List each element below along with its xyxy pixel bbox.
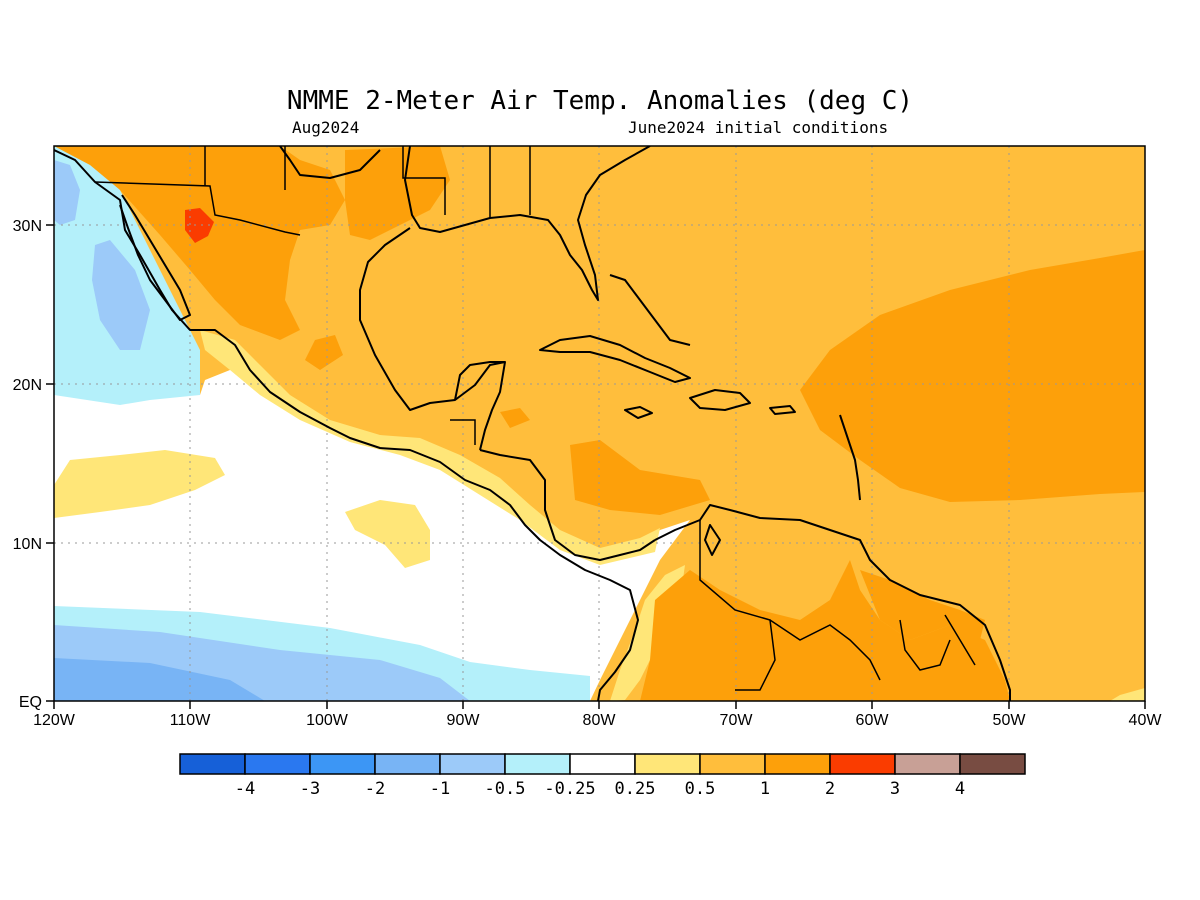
pacific-moderate-negative-nw: [54, 160, 80, 225]
colorbar-swatch: [374, 753, 441, 775]
mexico-interior-warm: [305, 335, 343, 370]
pacific-strong-negative-south: [54, 658, 265, 701]
colorbar-label: 0.5: [685, 779, 716, 799]
colorbar-label: -0.25: [544, 779, 595, 799]
lat-label: EQ: [19, 694, 42, 711]
us-southwest-warm: [54, 146, 345, 340]
lon-label: 110W: [170, 712, 212, 729]
colorbar-swatch: [699, 753, 766, 775]
lon-label: 40W: [1129, 712, 1163, 729]
longitude-labels: 120W 110W 100W 90W 80W 70W 60W 50W 40W: [33, 712, 1162, 729]
lon-label: 60W: [856, 712, 890, 729]
latitude-labels: 30N 20N 10N EQ: [13, 218, 42, 711]
colorbar-label: 0.25: [615, 779, 656, 799]
lon-label: 100W: [306, 712, 349, 729]
yucatan-warm-spot: [500, 408, 530, 428]
colorbar-swatch: [309, 753, 376, 775]
pacific-weak-positive-center: [345, 500, 430, 568]
colorbar-swatch: [439, 753, 506, 775]
lat-label: 20N: [13, 377, 42, 394]
colorbar-swatch: [894, 753, 961, 775]
colorbar-label: 1: [760, 779, 770, 799]
guiana-warm: [860, 570, 985, 640]
colorbar-swatch: [179, 753, 246, 775]
colorbar: -4 -3 -2 -1 -0.5 -0.25 0.25 0.5 1 2 3 4: [179, 753, 1026, 799]
initial-conditions-label: June2024 initial conditions: [628, 118, 889, 137]
colorbar-swatch: [764, 753, 831, 775]
country-borders: [94, 146, 976, 691]
lon-label: 70W: [720, 712, 754, 729]
colorbar-label: -4: [235, 779, 255, 799]
lon-label: 80W: [583, 712, 617, 729]
valid-month-label: Aug2024: [292, 118, 360, 137]
colorbar-label: -3: [300, 779, 320, 799]
lat-label: 10N: [13, 536, 42, 553]
colorbar-swatch: [504, 753, 571, 775]
colorbar-swatch: [829, 753, 896, 775]
colorbar-label: -1: [430, 779, 450, 799]
colorbar-swatch: [244, 753, 311, 775]
map-gridlines: [54, 146, 1145, 701]
colorbar-swatch: [959, 753, 1026, 775]
map-plot-area: [54, 146, 1145, 701]
colorbar-label: 4: [955, 779, 965, 799]
axis-ticks: [46, 224, 1146, 709]
lon-label: 120W: [33, 712, 76, 729]
pacific-weak-positive-west: [54, 450, 225, 518]
arizona-hot-spot: [185, 208, 214, 243]
map-title: NMME 2-Meter Air Temp. Anomalies (deg C): [286, 86, 914, 116]
colorbar-label: -2: [365, 779, 385, 799]
us-south-central-warm: [345, 146, 450, 240]
lon-label: 50W: [993, 712, 1027, 729]
colorbar-swatch: [569, 753, 636, 775]
atlantic-east-warm: [800, 250, 1145, 502]
pacific-moderate-negative-north: [92, 240, 150, 350]
lon-label: 90W: [447, 712, 481, 729]
lat-label: 30N: [13, 218, 42, 235]
colorbar-label: 2: [825, 779, 835, 799]
colorbar-label: 3: [890, 779, 900, 799]
caribbean-central-warm: [570, 440, 710, 515]
atlantic-east-weak-positive: [1110, 688, 1145, 701]
colorbar-label: -0.5: [485, 779, 526, 799]
coastal-weak-positive-band: [200, 330, 660, 565]
colorbar-swatch: [634, 753, 701, 775]
coastlines: [54, 146, 1011, 701]
